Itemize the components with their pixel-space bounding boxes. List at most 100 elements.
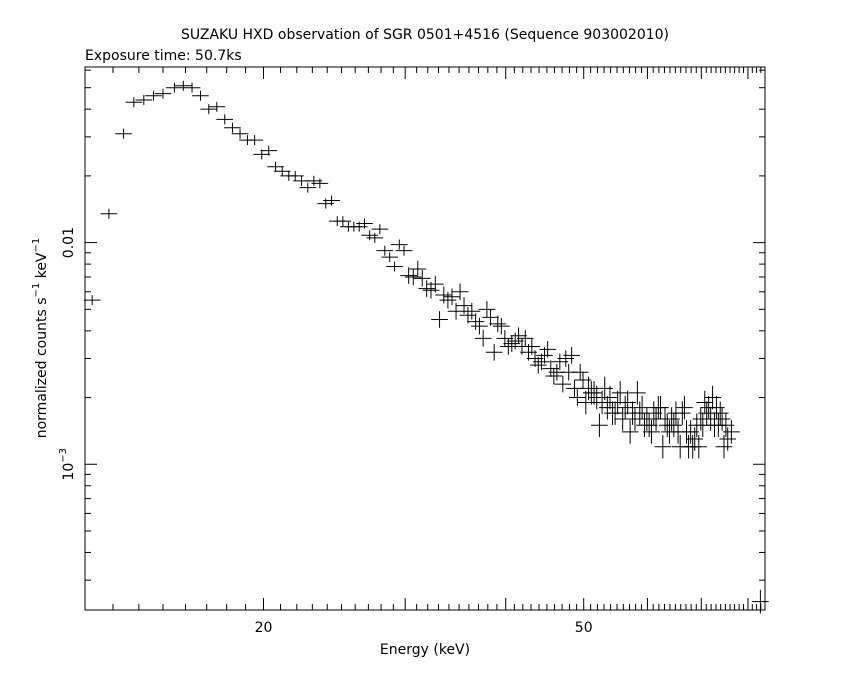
data-point: [334, 216, 352, 227]
data-point: [596, 376, 614, 401]
data-point: [451, 283, 469, 301]
data-point: [471, 317, 488, 335]
data-point: [599, 395, 616, 420]
data-point: [246, 135, 263, 146]
data-point: [503, 335, 521, 352]
data-point: [539, 341, 557, 358]
data-point: [459, 307, 477, 324]
data-point: [260, 145, 278, 156]
data-point: [439, 291, 457, 309]
data-point: [231, 128, 249, 139]
data-point: [273, 166, 291, 177]
data-point: [426, 275, 444, 293]
data-point: [523, 338, 541, 355]
data-point: [489, 315, 507, 333]
y-axis-label-main: normalized counts s: [34, 297, 50, 438]
data-point: [640, 413, 658, 437]
data-point: [752, 589, 769, 614]
data-point: [542, 360, 560, 377]
y-tick-label-0.01: 0.01: [61, 227, 77, 258]
data-point: [192, 90, 209, 101]
data-point: [665, 413, 683, 437]
data-point: [711, 401, 729, 425]
data-point: [463, 302, 481, 320]
data-point: [485, 344, 503, 361]
data-points: [83, 80, 769, 614]
y-axis-label-sup2: −1: [31, 238, 42, 253]
data-point: [395, 245, 413, 256]
data-point: [606, 401, 624, 425]
data-point: [100, 208, 118, 219]
data-point: [719, 427, 737, 451]
data-point: [566, 380, 583, 397]
data-point: [554, 375, 572, 393]
data-point: [633, 395, 651, 420]
data-point: [545, 367, 563, 385]
data-point: [371, 224, 389, 235]
data-point: [175, 80, 192, 91]
data-point: [267, 161, 284, 172]
data-point: [413, 270, 431, 287]
y-tick-label-1e-3-base: 10: [61, 463, 77, 481]
data-point: [715, 434, 733, 459]
data-point: [299, 182, 317, 193]
data-point: [311, 178, 329, 189]
data-point: [673, 401, 691, 425]
data-point: [652, 395, 669, 420]
data-point: [645, 401, 663, 425]
data-point: [690, 434, 708, 459]
data-point: [616, 395, 634, 420]
data-point: [629, 381, 646, 405]
data-point: [526, 350, 544, 367]
data-point: [356, 218, 373, 229]
data-point: [83, 295, 101, 306]
data-point: [563, 347, 580, 364]
chart-title: SUZAKU HXD observation of SGR 0501+4516 …: [181, 27, 669, 43]
data-point: [154, 88, 172, 99]
data-point: [654, 434, 672, 459]
chart-subtitle: Exposure time: 50.7ks: [85, 48, 242, 64]
data-point: [713, 407, 731, 431]
data-point: [409, 260, 427, 278]
data-point: [145, 90, 162, 101]
data-point: [166, 82, 183, 93]
data-point: [611, 381, 629, 405]
data-point: [631, 401, 649, 425]
x-tick-label-20: 20: [255, 620, 273, 636]
data-point: [529, 356, 547, 374]
plot-frame: [84, 66, 766, 611]
x-axis-label: Energy (keV): [380, 642, 470, 658]
data-point: [386, 261, 403, 272]
data-point: [510, 327, 527, 345]
data-point: [492, 317, 510, 335]
data-point: [601, 385, 619, 410]
data-point: [585, 381, 603, 405]
data-point: [115, 128, 132, 139]
data-point: [208, 101, 226, 112]
data-point: [125, 97, 143, 108]
data-point: [286, 170, 304, 181]
data-point: [723, 420, 740, 444]
y-axis-label: normalized counts s−1 keV−1: [31, 238, 50, 439]
data-point: [323, 195, 340, 206]
data-point: [361, 230, 379, 241]
x-tick-label-50: 50: [575, 620, 593, 636]
data-point: [643, 420, 660, 444]
data-point: [482, 309, 499, 326]
data-point: [216, 114, 234, 125]
data-point: [200, 104, 218, 115]
data-point: [696, 390, 714, 415]
data-point: [443, 288, 461, 306]
data-point: [366, 232, 384, 243]
data-point: [431, 311, 448, 328]
data-point: [682, 420, 699, 444]
data-point: [569, 389, 586, 406]
y-tick-label-1e-3: 10−3: [58, 448, 77, 481]
data-point: [676, 395, 693, 420]
axis-ticks: [85, 67, 765, 610]
data-point: [376, 245, 394, 256]
y-tick-label-0.01-base: 0.01: [61, 227, 77, 258]
y-tick-label-1e-3-exp: −3: [58, 448, 69, 463]
data-point: [663, 407, 680, 431]
